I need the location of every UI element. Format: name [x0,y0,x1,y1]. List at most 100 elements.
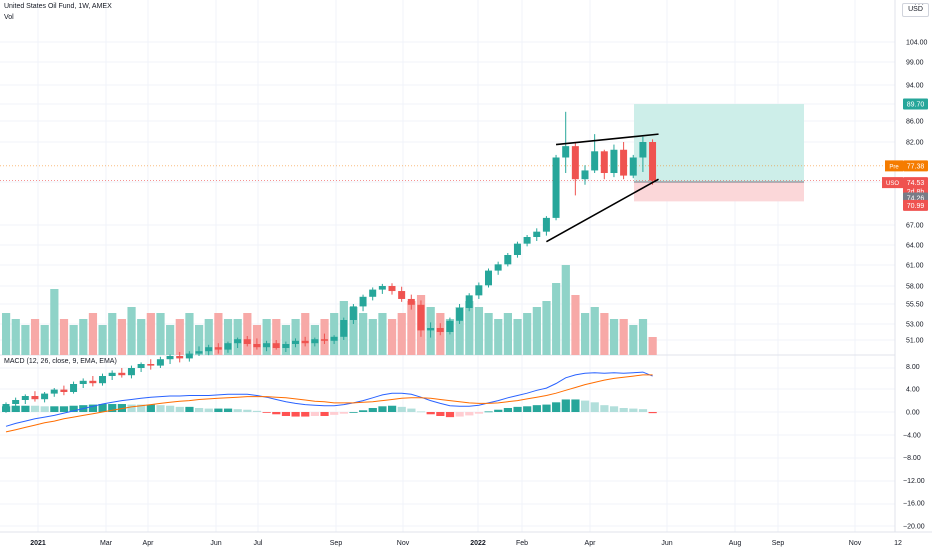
volume-bar [503,313,512,355]
candle-body [156,359,164,366]
volume-bar [79,319,88,355]
time-axis[interactable]: 2021 Mar Apr Jun Jul Sep Nov 2022 Feb Apr Jun Aug Se… [30,540,902,547]
macd-histogram-bar [310,412,319,416]
price-tick-label: 82.00 [906,140,924,147]
long-position-tool[interactable] [0,104,895,202]
volume-bar [137,319,146,355]
candle-body [301,340,309,344]
candle-body [533,231,541,237]
volume-bar [98,325,107,355]
volume-bar [581,313,590,355]
macd-histogram-bar [378,406,387,412]
macd-histogram-bar [368,408,377,412]
macd-histogram-bar [262,412,271,413]
volume-bar [243,313,252,355]
macd-histogram-bar [301,412,310,417]
macd-histogram-bar [590,402,599,412]
target-price-tag-bg [903,98,928,110]
price-tick-label: 53.00 [906,322,924,329]
volume-bar [407,301,416,355]
price-tick-label: 99.00 [906,60,924,67]
more-horizontal-icon[interactable]: ··· [914,0,925,9]
price-tick-label: 51.00 [906,338,924,345]
candle-body [562,146,570,158]
wedge-upper-line [555,133,659,146]
macd-histogram-bar [59,406,69,412]
macd-histogram-bar [523,406,532,412]
macd-histogram-bar [359,410,368,412]
pre-market-price-tag: 77.38 [907,163,925,170]
price-tick-label: 55.50 [906,302,924,309]
volume-bar [378,313,387,355]
volume-bar [629,325,638,355]
volume-bar [69,325,78,355]
macd-tick-label: −8.00 [903,455,921,462]
candle-body [340,320,348,337]
macd-histogram-bar [455,412,464,417]
candle-body [494,264,502,271]
candle-body [639,142,647,158]
candle-body [485,270,492,286]
volume-bar [397,313,406,355]
candle-body [70,384,78,392]
candle-body [234,339,242,344]
time-tick-label: Apr [143,540,155,547]
candlestick-series[interactable] [2,111,657,413]
volume-bar [609,319,619,355]
volume-bar [532,307,541,355]
candle-body [176,356,184,359]
time-tick-label: Mar [100,540,113,547]
pre-tag-bg [885,160,903,172]
volume-bar [204,319,213,355]
price-tick-label: 67.00 [906,223,924,230]
macd-histogram-bar [252,410,262,412]
candle-body [349,306,357,320]
volume-bar [88,313,98,355]
macd-histogram-bar [156,405,165,412]
candle-body [166,356,174,360]
candle-body [398,291,406,299]
macd-histogram-bar [281,412,291,416]
macd-histogram-bar [648,412,657,414]
candle-body [89,380,97,384]
entry-price-tag: 74.26 [907,196,925,203]
price-tick-label: 61.00 [906,263,924,270]
volume-bar [21,325,30,355]
candle-body [465,295,473,308]
volume-bar [590,307,599,355]
candle-body [282,344,290,348]
macd-histogram-bar [175,406,184,412]
candle-body [205,347,213,352]
price-axis[interactable]: 104.00 99.00 94.00 86.00 82.00 67.00 64.00 61.0… [903,40,928,531]
candle-body [542,217,550,232]
rising-wedge-drawing[interactable] [546,133,659,243]
macd-histogram-bar [581,400,590,412]
candle-body [369,289,377,297]
macd-histogram-bar [330,412,339,415]
grid-lines [0,0,932,533]
volume-bar [465,301,474,355]
macd-legend[interactable]: MACD (12, 26, close, 9, EMA, EMA) [4,358,117,365]
volume-bar [50,289,59,355]
macd-histogram-bar [532,405,541,412]
symbol-title[interactable]: United States Oil Fund, 1W, AMEX [4,3,112,10]
macd-histogram-bar [291,412,300,417]
volume-bar [214,313,223,355]
currency-badge[interactable]: USD [902,3,929,17]
candle-body [610,149,618,174]
candle-body [127,368,135,376]
candle-body [214,347,222,350]
volume-bar [59,319,69,355]
macd-histogram-bar [600,405,609,412]
price-tick-label: 104.00 [906,40,928,47]
macd-histogram-bar [349,412,358,413]
volume-legend[interactable]: Vol [4,14,14,21]
macd-histogram-bar [166,405,175,412]
volume-bar [349,307,358,355]
time-tick-label: 12 [894,540,902,547]
stop-price-tag-bg [903,199,928,211]
volume-bar [195,325,204,355]
macd-pane[interactable] [2,371,657,433]
stop-price-tag: 70.99 [907,203,925,210]
